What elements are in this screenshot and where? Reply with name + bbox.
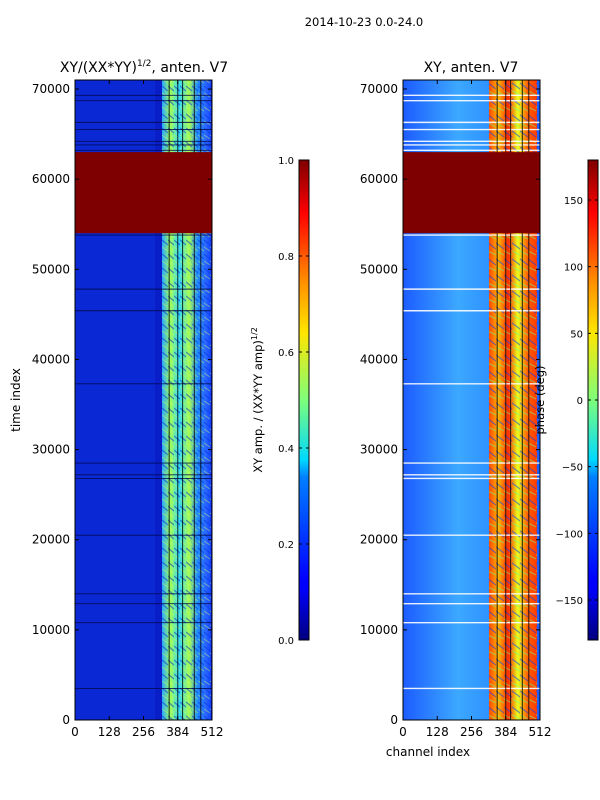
xtick-label: 384 xyxy=(494,725,517,739)
ytick-label: 50000 xyxy=(32,262,70,276)
phase-colorbar: −150 −100 −50 0 50 100 150 phase (deg) xyxy=(533,159,599,641)
colorbar-tick-label: 0 xyxy=(577,396,583,407)
phase-xlabel: channel index xyxy=(386,745,470,759)
colorbar-tick-label: 150 xyxy=(564,196,583,207)
panel-phase: XY, anten. V7 0 128 256 384 512 0 10000 20000 3… xyxy=(360,60,552,759)
xtick-label: 256 xyxy=(460,725,483,739)
panel-amplitude: XY/(XX*YY)1/2, anten. V7 0 128 256 384 512 0… xyxy=(9,59,228,739)
phase-heatmap xyxy=(403,80,540,720)
ytick-label: 20000 xyxy=(32,533,70,547)
colorbar-tick-label: 0.8 xyxy=(278,252,294,263)
xtick-label: 0 xyxy=(399,725,407,739)
colorbar-tick-label: −100 xyxy=(556,529,583,540)
phase-yticks: 0 10000 20000 30000 40000 50000 60000 70000 xyxy=(360,82,540,727)
xtick-label: 512 xyxy=(201,725,224,739)
amplitude-masked-band xyxy=(75,152,212,234)
amplitude-xticks: 0 128 256 384 512 xyxy=(71,80,223,739)
xtick-label: 256 xyxy=(132,725,155,739)
ytick-label: 70000 xyxy=(360,82,398,96)
phase-colorbar-label: phase (deg) xyxy=(533,365,547,434)
phase-colorbar-ticks: −150 −100 −50 0 50 100 150 xyxy=(556,196,598,607)
xtick-label: 128 xyxy=(426,725,449,739)
amplitude-hlines xyxy=(75,94,212,689)
ytick-label: 70000 xyxy=(32,82,70,96)
colorbar-tick-label: −50 xyxy=(562,463,583,474)
panel-phase-title: XY, anten. V7 xyxy=(424,60,519,76)
amplitude-colorbar-ticks: 0.0 0.2 0.4 0.6 0.8 1.0 xyxy=(278,156,309,647)
colorbar-tick-label: 0.2 xyxy=(278,540,294,551)
amplitude-heatmap xyxy=(75,80,212,720)
phase-hlines xyxy=(403,94,540,690)
colorbar-tick-label: −150 xyxy=(556,596,583,607)
ytick-label: 60000 xyxy=(32,172,70,186)
amplitude-colorbar-gradient xyxy=(298,159,310,641)
ytick-label: 10000 xyxy=(32,623,70,637)
phase-masked-band xyxy=(403,152,540,234)
panel-amplitude-title: XY/(XX*YY)1/2, anten. V7 xyxy=(60,59,228,76)
colorbar-tick-label: 0.6 xyxy=(278,348,294,359)
ytick-label: 50000 xyxy=(360,262,398,276)
xtick-label: 512 xyxy=(529,725,552,739)
colorbar-tick-label: 50 xyxy=(570,329,583,340)
amplitude-ylabel: time index xyxy=(9,368,23,432)
ytick-label: 0 xyxy=(390,713,398,727)
amplitude-colorbar-label: XY amp. / (XX*YY amp)1/2 xyxy=(250,327,265,473)
ytick-label: 20000 xyxy=(360,533,398,547)
colorbar-tick-label: 1.0 xyxy=(278,156,294,167)
xtick-label: 384 xyxy=(166,725,189,739)
figure-suptitle: 2014-10-23 0.0-24.0 xyxy=(305,15,424,29)
ytick-label: 30000 xyxy=(32,443,70,457)
amplitude-yticks: 0 10000 20000 30000 40000 50000 60000 70000 xyxy=(32,82,212,727)
xtick-label: 0 xyxy=(71,725,79,739)
phase-xticks: 0 128 256 384 512 xyxy=(399,80,551,739)
colorbar-tick-label: 100 xyxy=(564,263,583,274)
ytick-label: 30000 xyxy=(360,443,398,457)
xtick-label: 128 xyxy=(98,725,121,739)
amplitude-colorbar: 0.0 0.2 0.4 0.6 0.8 1.0 XY amp. / (XX*YY amp)… xyxy=(250,156,310,647)
colorbar-tick-label: 0.4 xyxy=(278,444,294,455)
ytick-label: 40000 xyxy=(32,352,70,366)
ytick-label: 0 xyxy=(62,713,70,727)
ytick-label: 10000 xyxy=(360,623,398,637)
ytick-label: 60000 xyxy=(360,172,398,186)
ytick-label: 40000 xyxy=(360,352,398,366)
colorbar-tick-label: 0.0 xyxy=(278,636,294,647)
